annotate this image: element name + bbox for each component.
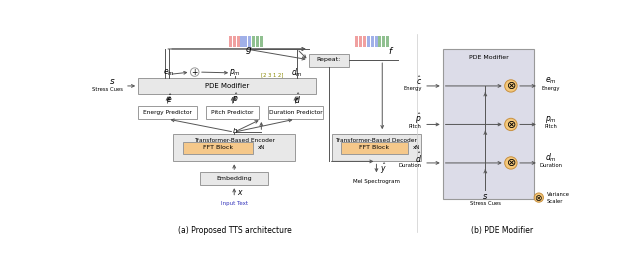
Text: Transformer-Based Encoder: Transformer-Based Encoder (194, 138, 275, 143)
Text: Duration: Duration (399, 163, 422, 168)
Text: $e_m$: $e_m$ (163, 68, 175, 78)
Text: $\hat{e}$: $\hat{e}$ (166, 93, 172, 105)
Bar (241, 36, 244, 47)
Bar (237, 36, 239, 47)
Bar (260, 36, 263, 47)
Text: $p_m$: $p_m$ (545, 113, 557, 124)
Bar (308, 54, 349, 67)
Bar (252, 36, 255, 47)
Bar (363, 36, 366, 47)
Text: xN: xN (412, 146, 420, 150)
Text: $\hat{p}$: $\hat{p}$ (232, 92, 238, 106)
Text: PDE Modifier: PDE Modifier (205, 83, 250, 89)
Text: Scaler: Scaler (547, 199, 563, 204)
Bar (332, 134, 421, 161)
Text: $p_m$: $p_m$ (229, 67, 241, 78)
Text: Energy Predictor: Energy Predictor (143, 110, 192, 115)
Bar (138, 78, 316, 94)
Text: Energy: Energy (403, 86, 422, 91)
Bar (359, 36, 362, 47)
Text: (a) Proposed TTS architecture: (a) Proposed TTS architecture (178, 226, 292, 235)
Circle shape (505, 80, 517, 92)
Text: FFT Block: FFT Block (203, 146, 233, 150)
Bar (248, 36, 252, 47)
Text: $g$: $g$ (245, 45, 253, 56)
Text: Duration Predictor: Duration Predictor (269, 110, 323, 115)
Text: $s$: $s$ (109, 77, 116, 86)
Bar (378, 36, 381, 47)
Bar (386, 36, 389, 47)
Text: $x$: $x$ (237, 188, 244, 197)
Circle shape (534, 193, 543, 202)
Text: FFT Block: FFT Block (360, 146, 390, 150)
Bar (206, 106, 259, 119)
Bar (374, 36, 378, 47)
Text: Variance: Variance (547, 192, 570, 197)
Text: $f$: $f$ (388, 45, 395, 56)
Bar (443, 49, 534, 199)
Circle shape (505, 118, 517, 131)
Bar (256, 36, 259, 47)
Text: Repeat:: Repeat: (317, 57, 341, 62)
Text: xN: xN (257, 146, 265, 150)
Text: $d_m$: $d_m$ (545, 151, 557, 164)
Bar (355, 36, 358, 47)
Text: Stress Cues: Stress Cues (470, 201, 501, 206)
Text: Stress Cues: Stress Cues (92, 87, 123, 92)
Text: Energy: Energy (542, 86, 561, 91)
Text: $\hat{p}$: $\hat{p}$ (415, 112, 422, 126)
Text: $e_m$: $e_m$ (545, 75, 557, 86)
Bar (173, 134, 296, 161)
Text: $\otimes$: $\otimes$ (506, 119, 516, 130)
Text: $\hat{d}$: $\hat{d}$ (415, 150, 422, 165)
Text: Mel Spectrogram: Mel Spectrogram (353, 179, 400, 184)
Text: Pitch: Pitch (545, 124, 557, 129)
Text: $\hat{y}$: $\hat{y}$ (380, 161, 387, 176)
Bar (367, 36, 370, 47)
Text: Pitch Predictor: Pitch Predictor (211, 110, 254, 115)
Circle shape (505, 157, 517, 169)
Text: +: + (191, 68, 198, 77)
Bar (138, 106, 197, 119)
Text: $\hat{d}$: $\hat{d}$ (294, 92, 300, 106)
Text: Transformer-Based Decoder: Transformer-Based Decoder (335, 138, 417, 143)
Text: PDE Modifier: PDE Modifier (468, 55, 508, 60)
Bar (341, 142, 408, 154)
Bar (371, 36, 374, 47)
Text: $\otimes$: $\otimes$ (506, 158, 516, 168)
Text: Input Text: Input Text (221, 201, 248, 206)
Circle shape (191, 68, 199, 76)
Text: $d_m$: $d_m$ (291, 66, 303, 79)
Text: Pitch: Pitch (409, 124, 422, 129)
Text: [2 3 1 2]: [2 3 1 2] (261, 72, 284, 77)
Text: $\otimes$: $\otimes$ (534, 193, 543, 203)
Bar (268, 106, 323, 119)
Bar (244, 36, 248, 47)
Text: $s$: $s$ (482, 192, 488, 201)
Bar (229, 36, 232, 47)
Bar (183, 142, 253, 154)
Text: (b) PDE Modifier: (b) PDE Modifier (471, 226, 533, 235)
Bar (233, 36, 236, 47)
Bar (200, 172, 268, 185)
Text: Duration: Duration (540, 163, 563, 168)
Text: $\hat{c}$: $\hat{c}$ (416, 74, 422, 87)
Text: $\otimes$: $\otimes$ (506, 80, 516, 91)
Text: $h$: $h$ (232, 126, 238, 135)
Text: Embedding: Embedding (216, 176, 252, 181)
Bar (382, 36, 385, 47)
